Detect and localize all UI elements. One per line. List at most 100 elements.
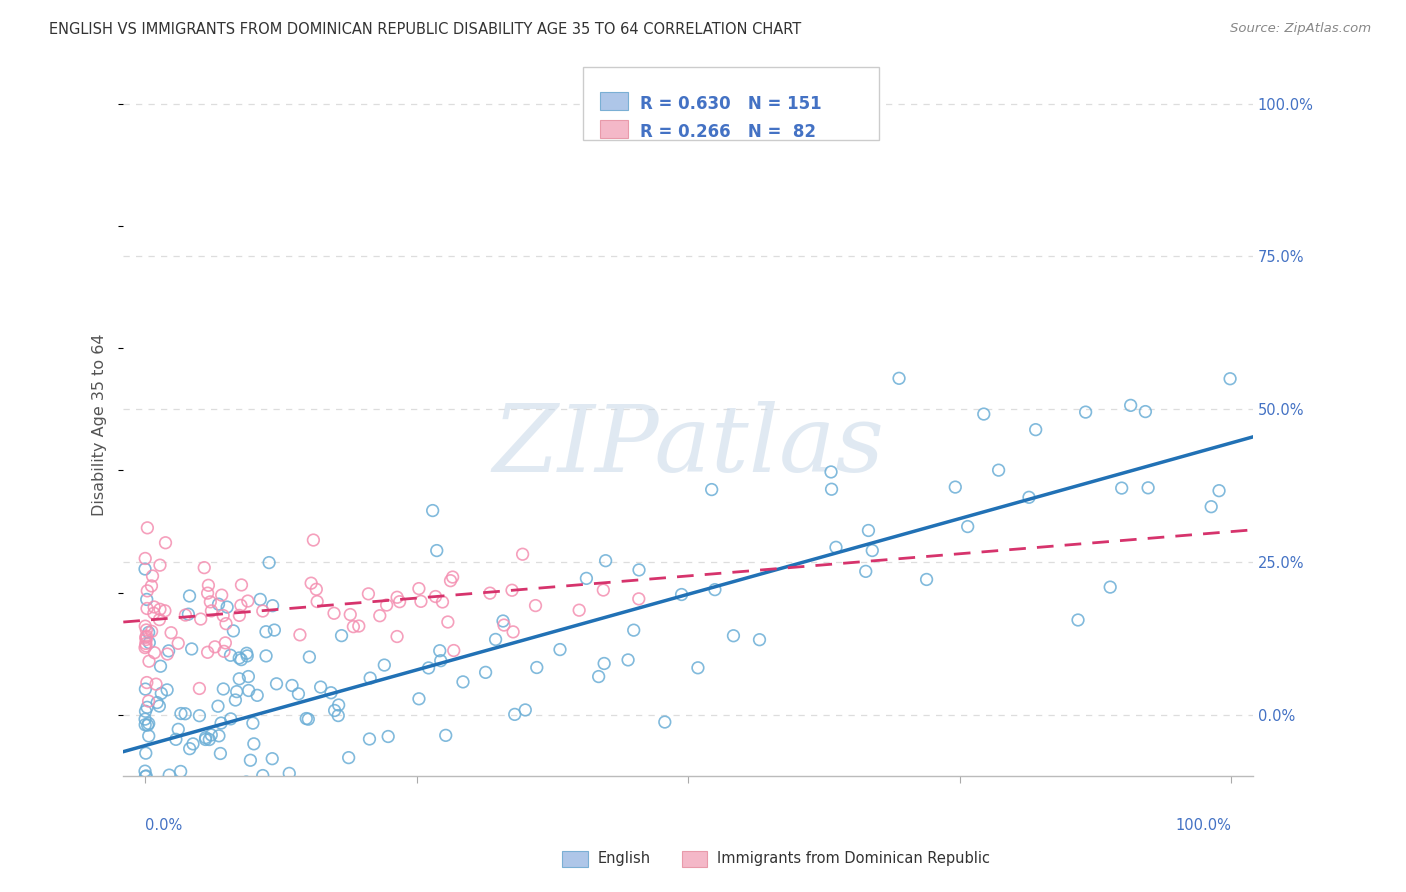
Point: [208, 729, 231, 743]
Point: [671, 588, 693, 602]
Point: [134, 770, 156, 784]
Point: [190, 612, 212, 626]
Point: [204, 640, 226, 654]
Point: [173, 781, 195, 796]
Point: [134, 551, 156, 566]
Point: [281, 678, 304, 692]
Text: R = 0.266   N =  82: R = 0.266 N = 82: [640, 123, 815, 141]
Point: [136, 583, 159, 598]
Point: [593, 657, 616, 671]
Point: [748, 632, 770, 647]
Point: [492, 614, 515, 628]
Point: [180, 642, 202, 657]
Point: [973, 407, 995, 421]
Point: [627, 591, 650, 606]
Point: [153, 604, 176, 618]
Point: [238, 683, 260, 698]
Point: [337, 750, 360, 764]
Point: [170, 706, 193, 721]
Point: [135, 592, 157, 607]
Point: [157, 768, 180, 782]
Point: [134, 704, 156, 718]
Point: [686, 661, 709, 675]
Point: [136, 521, 159, 535]
Point: [138, 635, 160, 649]
Point: [148, 699, 170, 714]
Point: [170, 781, 193, 796]
Point: [165, 732, 187, 747]
Point: [211, 588, 233, 602]
Point: [236, 648, 259, 663]
Point: [820, 465, 842, 479]
Point: [339, 607, 361, 622]
Point: [309, 680, 332, 694]
Point: [134, 619, 156, 633]
Point: [169, 764, 191, 779]
Point: [595, 554, 617, 568]
Point: [723, 629, 745, 643]
Point: [375, 598, 398, 612]
Point: [492, 618, 515, 632]
Point: [368, 608, 391, 623]
Point: [319, 686, 342, 700]
Point: [330, 629, 353, 643]
Point: [855, 565, 877, 579]
Point: [174, 706, 197, 721]
Text: 100.0%: 100.0%: [1175, 818, 1232, 833]
Point: [342, 620, 364, 634]
Point: [503, 707, 526, 722]
Point: [239, 753, 262, 767]
Point: [426, 543, 449, 558]
Point: [700, 483, 723, 497]
Point: [388, 595, 411, 609]
Point: [418, 661, 440, 675]
Point: [1137, 481, 1160, 495]
Point: [135, 746, 157, 760]
Point: [135, 636, 157, 650]
Point: [262, 752, 284, 766]
Point: [138, 729, 160, 743]
Point: [359, 671, 381, 685]
Point: [408, 691, 430, 706]
Point: [219, 712, 242, 726]
Point: [134, 562, 156, 576]
Point: [1025, 423, 1047, 437]
Point: [193, 560, 215, 574]
Point: [1119, 398, 1142, 412]
Point: [305, 582, 328, 597]
Point: [617, 653, 640, 667]
Point: [207, 699, 229, 714]
Point: [266, 677, 288, 691]
Text: ZIPatlas: ZIPatlas: [492, 401, 884, 491]
Point: [278, 766, 301, 780]
Point: [188, 681, 211, 696]
Point: [135, 623, 157, 637]
Point: [575, 571, 598, 585]
Point: [136, 700, 159, 714]
Point: [252, 768, 274, 782]
Point: [138, 716, 160, 731]
Point: [217, 600, 239, 615]
Point: [212, 608, 235, 623]
Point: [526, 660, 548, 674]
Point: [623, 623, 645, 637]
Point: [385, 630, 408, 644]
Point: [197, 645, 219, 659]
Point: [179, 589, 201, 603]
Point: [146, 781, 169, 796]
Point: [437, 615, 460, 629]
Text: R = 0.630   N = 151: R = 0.630 N = 151: [640, 95, 821, 112]
Point: [323, 607, 346, 621]
Point: [588, 669, 610, 683]
Point: [212, 778, 235, 792]
Point: [231, 578, 253, 592]
Point: [212, 644, 235, 658]
Point: [143, 646, 166, 660]
Point: [568, 603, 591, 617]
Point: [135, 639, 157, 653]
Point: [502, 624, 524, 639]
Point: [439, 574, 461, 588]
Point: [373, 658, 395, 673]
Point: [229, 599, 252, 613]
Point: [956, 519, 979, 533]
